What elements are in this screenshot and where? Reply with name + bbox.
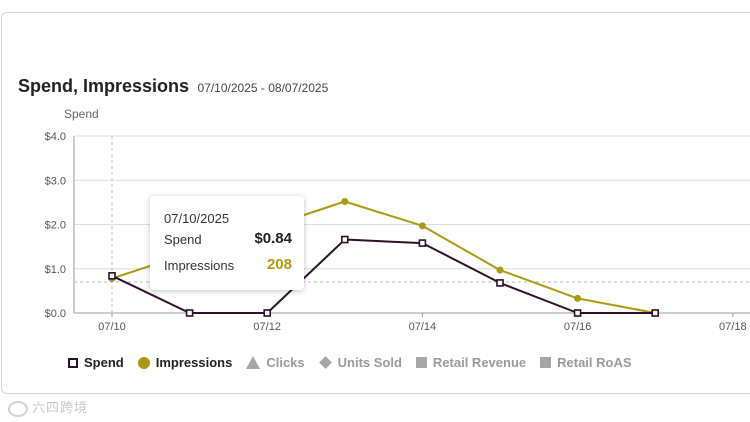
data-point-spend xyxy=(340,235,349,244)
chart-card xyxy=(1,12,750,394)
legend-item-units-sold[interactable]: Units Sold xyxy=(318,355,402,370)
tooltip-spend-value: $0.84 xyxy=(254,230,292,247)
legend-item-retail-revenue[interactable]: Retail Revenue xyxy=(415,355,527,370)
legend-label: Impressions xyxy=(155,355,233,370)
legend-label: Units Sold xyxy=(337,355,402,370)
series-line-impressions xyxy=(111,200,656,314)
x-tick-label: 07/12 xyxy=(253,321,281,333)
chart-header: Spend, Impressions 07/10/2025 - 08/07/20… xyxy=(18,76,328,97)
x-tick-label: 07/14 xyxy=(409,321,437,333)
y-tick-label: $2.0 xyxy=(45,220,66,232)
data-point-impressions xyxy=(341,197,349,205)
y-tick-label: $4.0 xyxy=(45,131,66,143)
legend-item-spend[interactable]: Spend xyxy=(68,355,124,370)
watermark-logo-icon xyxy=(8,400,28,417)
data-point-spend xyxy=(263,309,272,317)
data-point-spend xyxy=(651,309,660,317)
data-point-impressions xyxy=(574,294,582,302)
legend-item-clicks[interactable]: Clicks xyxy=(246,355,305,370)
watermark-text: 六四跨境 xyxy=(32,400,89,415)
square-icon xyxy=(540,357,552,368)
data-point-spend xyxy=(418,239,427,247)
chart-legend: Spend Impressions Clicks Units Sold Reta… xyxy=(68,355,646,370)
series-line-spend xyxy=(111,238,656,314)
data-point-impressions xyxy=(496,266,504,274)
date-range: 07/10/2025 - 08/07/2025 xyxy=(197,81,329,95)
data-point-spend xyxy=(108,272,116,280)
triangle-icon xyxy=(246,356,261,369)
tooltip-spend-label: Spend xyxy=(164,232,202,247)
legend-label: Clicks xyxy=(266,355,305,370)
y-tick-label: $1.0 xyxy=(45,264,66,276)
diamond-icon xyxy=(318,356,332,369)
y-tick-label: $0.0 xyxy=(45,308,66,320)
x-tick-label: 07/18 xyxy=(719,321,747,333)
open-square-icon xyxy=(68,357,78,368)
y-tick-label: $3.0 xyxy=(45,175,66,187)
legend-item-impressions[interactable]: Impressions xyxy=(137,355,233,370)
watermark: 六四跨境 xyxy=(8,397,88,417)
chart-tooltip: 07/10/2025 Spend $0.84 Impressions 208 xyxy=(150,196,304,290)
y-axis-title: Spend xyxy=(64,107,99,121)
data-point-spend xyxy=(573,309,582,317)
x-tick-label: 07/10 xyxy=(98,321,126,333)
tooltip-date: 07/10/2025 xyxy=(164,211,230,226)
legend-label: Spend xyxy=(84,355,124,370)
tooltip-impressions-value: 208 xyxy=(266,256,292,273)
data-point-spend xyxy=(185,309,194,317)
legend-label: Retail RoAS xyxy=(557,355,632,370)
chart-title: Spend, Impressions xyxy=(18,76,190,96)
legend-label: Retail Revenue xyxy=(432,355,527,370)
x-tick-label: 07/16 xyxy=(564,321,592,333)
legend-item-retail-roas[interactable]: Retail RoAS xyxy=(540,355,632,370)
square-icon xyxy=(415,357,427,368)
data-point-impressions xyxy=(418,222,426,230)
circle-icon xyxy=(137,356,150,369)
data-point-spend xyxy=(496,279,504,287)
tooltip-impressions-label: Impressions xyxy=(164,258,235,273)
